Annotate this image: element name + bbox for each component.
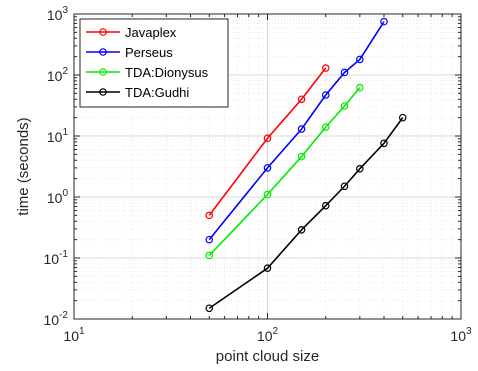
y-tick-label: 10-1 [44, 249, 69, 267]
data-point-perseus [205, 235, 214, 244]
series-line-javaplex [208, 67, 327, 216]
data-point-perseus [297, 125, 306, 133]
series-line-tda-gudhi [208, 117, 404, 309]
data-point-tda-gudhi [205, 304, 214, 313]
data-point-tda-gudhi [297, 225, 306, 234]
data-point-tda-gudhi [321, 201, 330, 210]
series-line-tda-dionysus [208, 87, 361, 257]
legend-marker-tda-gudhi [99, 88, 107, 96]
legend-label-tda-dionysus: TDA:Dionysus [125, 65, 209, 80]
data-point-tda-dionysus [297, 152, 306, 161]
data-point-javaplex [205, 211, 214, 220]
data-point-perseus [380, 17, 388, 26]
data-point-tda-gudhi [380, 139, 388, 148]
data-point-tda-gudhi [340, 182, 349, 191]
data-point-tda-gudhi [263, 264, 272, 273]
data-point-tda-dionysus [321, 123, 330, 131]
legend: Javaplex Perseus TDA:Dionysus TDA:Gudhi [79, 18, 229, 108]
legend-marker-tda-dionysus [99, 68, 107, 76]
legend-label-tda-gudhi: TDA:Gudhi [125, 85, 189, 100]
series-line-perseus [208, 21, 385, 241]
legend-marker-javaplex [99, 28, 107, 36]
data-point-javaplex [263, 134, 272, 143]
data-point-tda-dionysus [205, 251, 214, 260]
data-point-perseus [263, 164, 272, 172]
x-tick-label: 101 [63, 326, 85, 344]
x-tick-label: 103 [450, 326, 472, 344]
legend-label-javaplex: Javaplex [125, 25, 177, 40]
legend-marker-perseus [99, 48, 107, 56]
x-axis-label: point cloud size [216, 348, 319, 365]
legend-label-perseus: Perseus [125, 45, 173, 60]
y-tick-label: 101 [47, 127, 69, 145]
y-tick-label: 10-2 [44, 310, 69, 328]
data-point-javaplex [297, 95, 306, 104]
data-point-perseus [356, 55, 364, 64]
data-point-tda-dionysus [356, 83, 364, 92]
y-tick-label: 100 [47, 188, 69, 206]
series [205, 17, 407, 313]
y-tick-label: 103 [47, 5, 69, 23]
data-point-javaplex [321, 64, 330, 72]
axes: 101 102 103 10-2 10-1 100 101 102 103 [44, 5, 472, 344]
y-tick-label: 102 [47, 66, 69, 84]
data-point-perseus [321, 91, 330, 99]
data-point-tda-gudhi [398, 113, 407, 122]
data-point-tda-dionysus [340, 102, 349, 110]
y-axis-label: time (seconds) [15, 117, 32, 215]
data-point-tda-gudhi [356, 164, 364, 173]
data-point-tda-dionysus [263, 190, 272, 199]
data-point-perseus [340, 68, 349, 77]
x-tick-label: 102 [257, 326, 279, 344]
